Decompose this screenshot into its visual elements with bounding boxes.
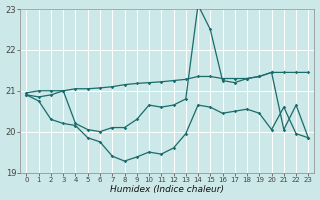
X-axis label: Humidex (Indice chaleur): Humidex (Indice chaleur) bbox=[110, 185, 224, 194]
